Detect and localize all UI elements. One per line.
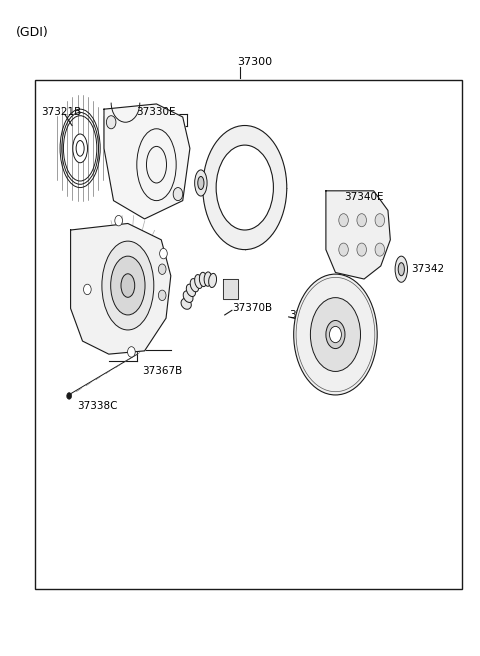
Ellipse shape	[198, 176, 204, 190]
Ellipse shape	[76, 140, 84, 156]
Ellipse shape	[183, 291, 193, 302]
Ellipse shape	[311, 298, 360, 371]
Ellipse shape	[326, 321, 345, 348]
Ellipse shape	[357, 214, 366, 227]
Text: (GDI): (GDI)	[16, 26, 48, 39]
Bar	[35, 80, 462, 589]
Ellipse shape	[357, 243, 366, 256]
Ellipse shape	[73, 134, 87, 163]
Polygon shape	[71, 224, 171, 354]
Ellipse shape	[375, 214, 384, 227]
Ellipse shape	[395, 256, 408, 282]
Ellipse shape	[216, 145, 274, 230]
Ellipse shape	[181, 298, 192, 309]
Circle shape	[67, 393, 72, 400]
Circle shape	[158, 264, 166, 274]
Ellipse shape	[204, 272, 212, 286]
Circle shape	[173, 188, 183, 201]
Circle shape	[128, 346, 135, 357]
Text: 37342: 37342	[411, 264, 444, 274]
Ellipse shape	[121, 274, 135, 297]
Ellipse shape	[199, 272, 207, 287]
Text: 37321B: 37321B	[41, 108, 81, 117]
Polygon shape	[104, 104, 190, 219]
Text: 37340E: 37340E	[344, 192, 384, 202]
Text: 37350: 37350	[225, 142, 258, 152]
Text: 37338C: 37338C	[77, 401, 117, 411]
Ellipse shape	[398, 262, 405, 276]
Polygon shape	[326, 191, 390, 279]
Text: 37300: 37300	[238, 57, 273, 67]
Text: 37342: 37342	[211, 178, 244, 188]
Ellipse shape	[111, 256, 145, 315]
Ellipse shape	[190, 279, 199, 292]
Text: 37390B: 37390B	[288, 310, 329, 320]
Ellipse shape	[339, 214, 348, 227]
Circle shape	[84, 284, 91, 295]
Ellipse shape	[339, 243, 348, 256]
Text: 37330E: 37330E	[136, 108, 176, 117]
Ellipse shape	[209, 274, 216, 287]
Circle shape	[160, 249, 167, 259]
Text: 37367B: 37367B	[142, 366, 182, 376]
Ellipse shape	[294, 274, 377, 395]
Ellipse shape	[195, 275, 203, 289]
Circle shape	[158, 290, 166, 300]
Circle shape	[107, 115, 116, 129]
Circle shape	[115, 215, 122, 226]
Ellipse shape	[195, 170, 207, 196]
Ellipse shape	[375, 243, 384, 256]
Ellipse shape	[102, 241, 154, 330]
Ellipse shape	[203, 125, 287, 250]
Text: 37370B: 37370B	[232, 304, 272, 314]
Ellipse shape	[186, 284, 195, 297]
Ellipse shape	[329, 327, 341, 342]
Polygon shape	[223, 279, 238, 298]
